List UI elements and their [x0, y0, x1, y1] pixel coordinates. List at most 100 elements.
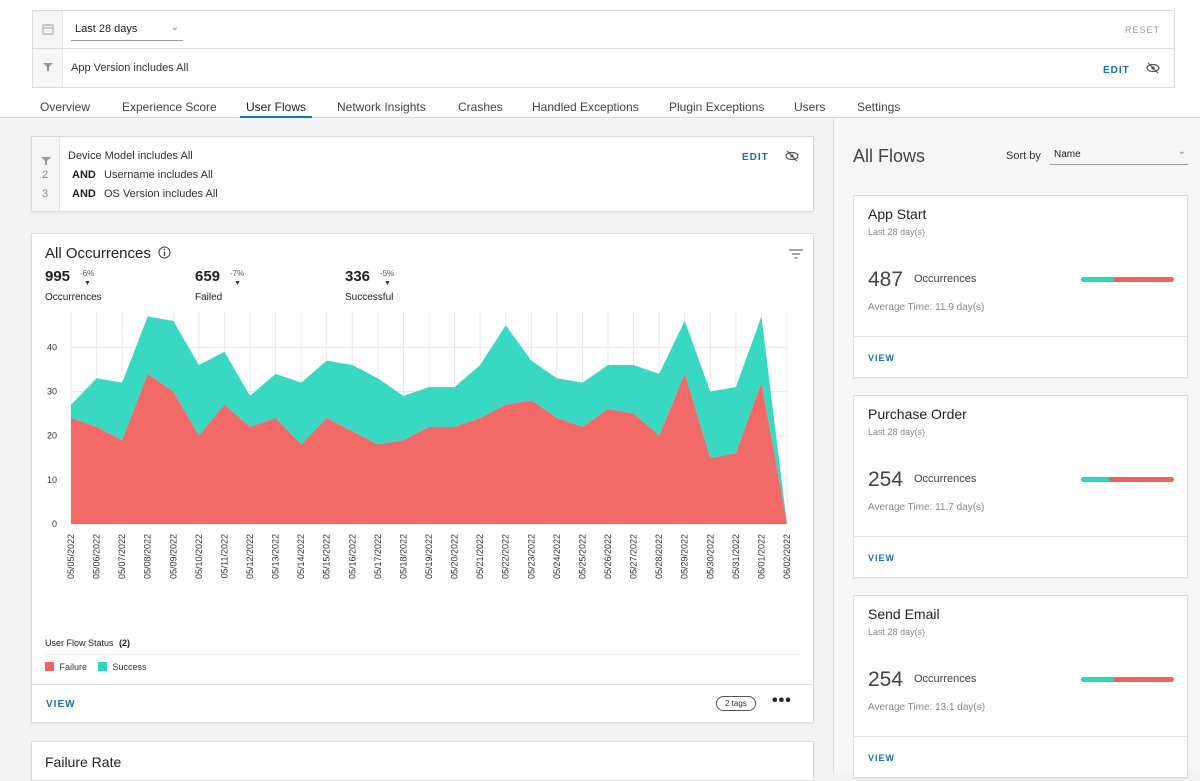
failure-rate-card: Failure Rate: [31, 741, 814, 781]
flow-count: 487: [868, 268, 904, 291]
flow-period: Last 28 day(s): [868, 627, 926, 637]
sort-label: Sort by: [1006, 150, 1041, 162]
flow-average-time: Average Time: 13.1 day(s): [868, 702, 986, 713]
y-tick-label: 0: [52, 519, 57, 529]
y-tick-label: 30: [47, 387, 57, 397]
date-range-select[interactable]: Last 28 days ⌄: [71, 19, 183, 41]
filter-line-3-operator: AND: [72, 188, 96, 200]
x-tick-label: 05/17/2022: [373, 534, 383, 579]
x-tick-label: 05/23/2022: [526, 534, 536, 579]
flow-name: Purchase Order: [868, 406, 967, 422]
flow-success-segment: [1081, 477, 1109, 482]
left-pane: Device Model includes All 2 AND Username…: [0, 118, 834, 781]
x-tick-label: 05/15/2022: [322, 534, 332, 579]
stat-occurrences: 995 -6% ▼ Occurrences: [45, 268, 102, 303]
legend-failure[interactable]: Failure: [45, 662, 87, 672]
stat-label: Failed: [195, 292, 223, 303]
tab-bar: Overview Experience Score User Flows Net…: [0, 98, 1200, 118]
flow-card-divider: [854, 536, 1187, 537]
x-tick-label: 05/10/2022: [194, 534, 204, 579]
flows-title: All Flows: [853, 146, 926, 166]
flow-period: Last 28 day(s): [868, 427, 926, 437]
date-filter-bar: Last 28 days ⌄ RESET: [32, 10, 1175, 49]
flow-count: 254: [868, 668, 904, 691]
tab-users[interactable]: Users: [794, 100, 826, 114]
legend-title: User Flow Status (2): [45, 638, 130, 648]
local-filter-card: Device Model includes All 2 AND Username…: [31, 136, 814, 212]
chevron-down-icon: ⌄: [170, 22, 179, 33]
card-title: All Occurrences: [45, 245, 151, 262]
x-tick-label: 05/22/2022: [501, 534, 511, 579]
stat-label: Successful: [345, 292, 394, 303]
legend-success-label: Success: [112, 662, 147, 672]
x-tick-label: 05/26/2022: [603, 534, 613, 579]
tab-overview[interactable]: Overview: [40, 100, 91, 114]
legend-failure-swatch: [45, 662, 54, 671]
stat-value: 995: [45, 268, 71, 285]
date-range-value: Last 28 days: [75, 23, 138, 35]
stat-delta: -6%: [80, 269, 95, 278]
x-tick-label: 05/20/2022: [450, 534, 460, 579]
edit-global-filter-button[interactable]: EDIT: [1103, 65, 1130, 76]
filter-line-2-number: 2: [42, 169, 49, 181]
app-version-gutter: [33, 49, 63, 87]
flow-status-bar: [1081, 277, 1174, 282]
x-tick-label: 05/07/2022: [117, 534, 127, 579]
view-flow-button[interactable]: VIEW: [868, 553, 896, 563]
x-tick-label: 05/11/2022: [219, 534, 229, 578]
filter-line-3-number: 3: [42, 188, 49, 200]
tab-crashes[interactable]: Crashes: [458, 100, 503, 114]
date-filter-gutter: [33, 11, 63, 48]
stat-successful: 336 -5% ▼ Successful: [345, 268, 394, 303]
y-tick-label: 10: [47, 475, 57, 485]
x-tick-label: 05/30/2022: [705, 534, 715, 579]
global-filter-area: Last 28 days ⌄ RESET App Version include…: [0, 0, 1200, 98]
hide-eye-icon[interactable]: [1146, 61, 1160, 79]
x-tick-label: 06/01/2022: [756, 534, 766, 579]
down-arrow-icon: ▼: [384, 280, 391, 287]
tab-experience-score[interactable]: Experience Score: [122, 100, 217, 114]
x-tick-label: 05/27/2022: [629, 534, 639, 579]
flow-name: Send Email: [868, 606, 940, 622]
filter-line-1: Device Model includes All: [68, 150, 193, 162]
reset-button[interactable]: RESET: [1124, 25, 1160, 35]
filter-line-2-operator: AND: [72, 169, 96, 181]
tab-handled-exceptions[interactable]: Handled Exceptions: [532, 100, 639, 114]
app-version-filter-bar: App Version includes All EDIT: [32, 48, 1175, 88]
view-flow-button[interactable]: VIEW: [868, 353, 896, 363]
chart-filter-icon[interactable]: [789, 246, 803, 264]
app-version-filter-text: App Version includes All: [71, 62, 189, 74]
flow-status-bar: [1081, 677, 1174, 682]
sort-value: Name: [1054, 149, 1081, 160]
down-arrow-icon: ▼: [234, 280, 241, 287]
tab-settings[interactable]: Settings: [857, 100, 901, 114]
legend-success-swatch: [98, 662, 107, 671]
tab-network-insights[interactable]: Network Insights: [337, 100, 426, 114]
x-tick-label: 05/24/2022: [552, 534, 562, 579]
hide-eye-icon[interactable]: [785, 149, 799, 167]
x-tick-label: 06/02/2022: [782, 534, 792, 579]
edit-local-filter-button[interactable]: EDIT: [742, 152, 769, 163]
tags-badge[interactable]: 2 tags: [716, 696, 756, 711]
view-flow-button[interactable]: VIEW: [868, 753, 896, 763]
filter-icon: [33, 62, 63, 75]
more-options-icon[interactable]: •••: [772, 692, 792, 709]
tab-plugin-exceptions[interactable]: Plugin Exceptions: [669, 100, 765, 114]
down-arrow-icon: ▼: [84, 280, 91, 287]
tab-user-flows[interactable]: User Flows: [240, 100, 313, 118]
x-tick-label: 05/28/2022: [654, 534, 664, 579]
stat-value: 659: [195, 268, 221, 285]
occurrences-area-chart: 0 10 20 30 40 05/05/2022 05/06/2022 05/07/2022 0…: [47, 312, 792, 579]
legend-success[interactable]: Success: [98, 662, 147, 672]
flow-average-time: Average Time: 11.7 day(s): [868, 502, 985, 513]
x-tick-label: 05/19/2022: [424, 534, 434, 579]
filter-icon: [41, 153, 51, 171]
view-button[interactable]: VIEW: [46, 699, 76, 710]
flow-count-label: Occurrences: [914, 473, 977, 485]
sort-select[interactable]: Name ⌄: [1050, 146, 1188, 165]
x-tick-label: 05/13/2022: [271, 534, 281, 579]
flow-success-segment: [1081, 277, 1114, 282]
info-icon[interactable]: [158, 246, 171, 264]
y-tick-label: 40: [47, 342, 57, 352]
legend-divider: [45, 654, 800, 655]
